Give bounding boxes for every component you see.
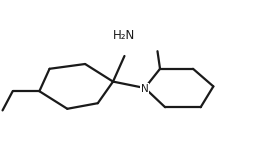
Text: N: N — [141, 84, 149, 94]
Text: H₂N: H₂N — [113, 29, 136, 42]
